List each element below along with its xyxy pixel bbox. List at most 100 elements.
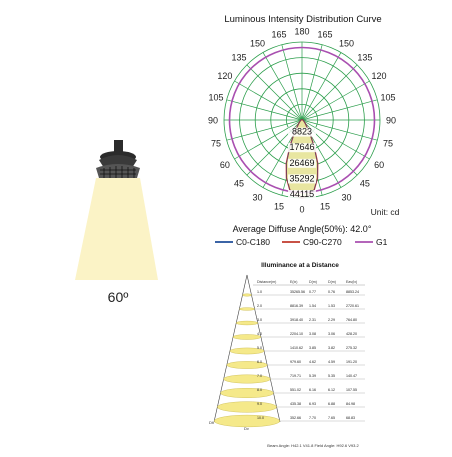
illuminance-body: Distance(m) E(lx) D(m) D(m) Eav(lx) 1.0 35265.… [209,274,365,431]
illuminance-column-header: D(m) [328,280,336,284]
illuminance-disc [229,347,265,355]
cone-edge-right [246,274,281,423]
illuminance-cell: 6.88 [328,402,335,406]
illuminance-disc [236,320,258,326]
polar-spoke [301,64,358,121]
illuminance-cell: 0.76 [328,290,335,294]
polar-chart-title: Luminous Intensity Distribution Curve [224,14,381,25]
illuminance-cell: 1.0 [257,290,262,294]
beam-angle-label: 60º [108,289,129,305]
cone-edge-left [213,274,248,423]
polar-angle-label: 120 [217,71,232,81]
illuminance-cell: 352.66 [290,416,301,420]
axis-label-dh: Dh [209,420,214,425]
polar-spoke [301,119,370,160]
polar-angle-label: 150 [250,38,265,48]
radial-label-bg [288,127,316,137]
polar-angle-label: 135 [357,53,372,63]
illuminance-chart: Illuminance at a Distance Distance(m) E(l… [209,262,365,448]
legend-label: C90-C270 [303,237,342,247]
illuminance-cell: 4.59 [328,360,335,364]
illuminance-footer: Beam Angle: H42.1 V41.8 Field Angle: H92… [267,443,359,448]
illuminance-cell: 3918.40 [290,318,303,322]
polar-spoke [246,64,303,121]
illuminance-cell: 2204.10 [290,332,303,336]
polar-angle-label: 75 [383,139,393,149]
illuminance-cell: 4.62 [309,360,316,364]
illuminance-cell: 2720.61 [346,304,359,308]
radial-label-bg [288,143,316,153]
illuminance-cell: 68.83 [346,416,355,420]
polar-angle-label: 30 [252,193,262,203]
legend-label: C0-C180 [236,237,270,247]
polar-angle-label: 60 [374,160,384,170]
polar-spoke [301,119,378,141]
illuminance-cell: 6.12 [328,388,335,392]
illuminance-cell: 2.0 [257,304,262,308]
polar-spoke [301,44,323,121]
axis-label-dv: Dv [244,426,249,431]
illuminance-cell: 551.02 [290,388,301,392]
polar-radial-label: 44115 [290,189,314,199]
luminous-intensity-chart: Luminous Intensity Distribution Curve 18… [208,14,400,247]
polar-spoke [234,119,303,160]
lamp-illustration: 60º [75,140,158,305]
illuminance-cell: 979.60 [290,360,301,364]
illuminance-cell: 5.0 [257,346,262,350]
average-diffuse-angle: Average Diffuse Angle(50%): 42.0° [233,224,372,234]
illuminance-column-header: D(m) [309,280,317,284]
illuminance-disc [217,401,277,413]
polar-angle-label: 30 [341,193,351,203]
illuminance-cell: 9.0 [257,402,262,406]
illuminance-cell: 719.71 [290,374,301,378]
radial-label-bg [288,174,316,184]
polar-spoke [262,52,303,121]
illuminance-cell: 191.20 [346,360,357,364]
illuminance-cell: 275.32 [346,346,357,350]
illuminance-disc [239,307,255,311]
illuminance-disc [220,388,274,398]
illuminance-cell: 3.82 [328,346,335,350]
polar-angle-label: 135 [232,53,247,63]
illuminance-cell: 3.0 [257,318,262,322]
illuminance-cell: 3.08 [309,332,316,336]
illuminance-cell: 8853.24 [346,290,359,294]
polar-angle-label: 0 [299,205,304,215]
polar-angle-label: 60 [220,160,230,170]
illuminance-cell: 6.16 [309,388,316,392]
polar-angle-label: 180 [294,27,309,37]
illuminance-cell: 2.29 [328,318,335,322]
polar-angle-label: 15 [320,201,330,211]
radial-label-bg [288,158,316,168]
unit-label: Unit: cd [371,207,400,217]
illuminance-cell: 1.54 [309,304,316,308]
illuminance-cell: 6.0 [257,360,262,364]
illuminance-column-header: E(lx) [290,280,297,284]
polar-angle-label: 90 [208,116,218,126]
illuminance-cell: 428.20 [346,332,357,336]
illuminance-column-header: Distance(m) [257,280,276,284]
polar-angle-label: 15 [274,201,284,211]
polar-radial-label: 8823 [292,127,312,137]
illuminance-cell: 7.70 [309,416,316,420]
illuminance-cell: 3.85 [309,346,316,350]
luminous-intensity-panel: Luminous Intensity Distribution Curve 18… [205,0,452,262]
illuminance-cell: 5.39 [309,374,316,378]
illuminance-cell: 8.0 [257,388,262,392]
light-beam [75,178,158,280]
highbay-lamp-icon [96,140,140,178]
polar-radial-label: 17646 [289,142,314,152]
illuminance-cell: 5.35 [328,374,335,378]
lamp-illustration-panel: 60º [0,0,210,452]
polar-angle-label: 45 [360,178,370,188]
polar-radial-label: 26469 [289,158,314,168]
illuminance-cell: 8816.39 [290,304,303,308]
illuminance-cell: 35265.56 [290,290,305,294]
polar-angle-label: 150 [339,38,354,48]
polar-legend: C0-C180 C90-C270 G1 [215,237,388,247]
polar-angle-label: 105 [209,92,224,102]
illuminance-cell: 6.93 [309,402,316,406]
polar-spoke [301,99,378,121]
illuminance-column-header: Eav(lx) [346,280,357,284]
illuminance-cell: 84.98 [346,402,355,406]
